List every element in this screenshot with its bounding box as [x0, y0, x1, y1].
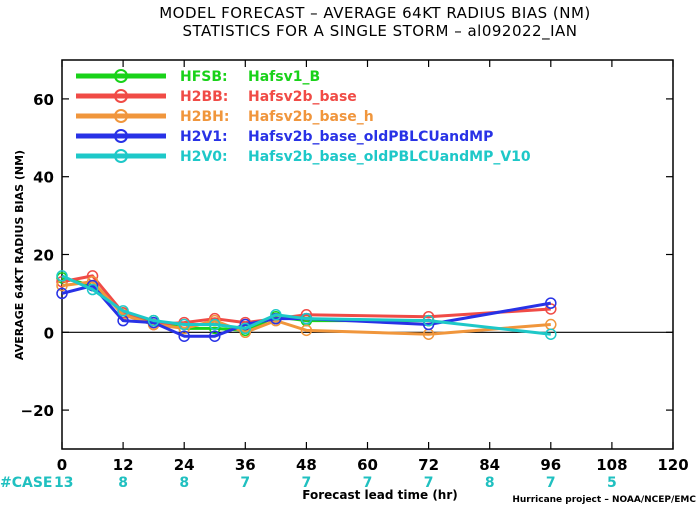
legend-label: H2V0:: [180, 149, 228, 165]
case-count: 7: [363, 475, 373, 491]
x-tick-label: 0: [57, 456, 67, 474]
data-point: [178, 330, 190, 342]
legend-label: HFSB:: [180, 69, 228, 85]
legend-marker: [114, 109, 128, 123]
chart-title: MODEL FORECAST – AVERAGE 64KT RADIUS BIA…: [159, 4, 591, 22]
legend-item-h2bb: H2BB: Hafsv2b_base: [76, 89, 357, 105]
x-tick-label: 96: [540, 456, 561, 474]
legend-desc: Hafsv2b_base_h: [248, 109, 374, 125]
chart-subtitle: STATISTICS FOR A SINGLE STORM – al092022…: [182, 22, 577, 41]
case-count: 8: [118, 475, 128, 491]
legend-marker: [114, 69, 128, 83]
data-point: [300, 324, 313, 337]
y-tick-label: 20: [33, 247, 54, 265]
series-h2bh: [56, 275, 557, 340]
case-count: 5: [607, 475, 617, 491]
y-tick-label: 60: [33, 91, 54, 109]
data-point: [300, 312, 313, 325]
case-label: #CASE: [0, 475, 53, 491]
case-count: 7: [240, 475, 250, 491]
credit-text: Hurricane project – NOAA/NCEP/EMC: [512, 495, 696, 505]
legend: HFSB: Hafsv1_B H2BB: Hafsv2b_base H2BH: Hafsv…: [76, 69, 531, 165]
x-tick-label: 120: [657, 456, 688, 474]
y-tick-label: 40: [33, 169, 54, 187]
legend-item-h2v0: H2V0: Hafsv2b_base_oldPBLCUandMP_V10: [76, 149, 531, 165]
data-point: [56, 287, 68, 300]
data-point: [117, 305, 129, 317]
case-count: 8: [179, 475, 189, 491]
case-count: 7: [546, 475, 556, 491]
x-tick-label: 36: [235, 456, 256, 474]
case-count: 13: [54, 475, 73, 491]
legend-desc: Hafsv2b_base_oldPBLCUandMP_V10: [248, 149, 531, 165]
x-tick-label: 48: [296, 456, 317, 474]
data-point: [239, 322, 252, 335]
y-tick-label: 0: [44, 324, 54, 342]
data-point: [270, 309, 282, 321]
legend-item-hfsb: HFSB: Hafsv1_B: [76, 69, 320, 85]
data-point: [147, 314, 160, 327]
legend-item-h2bh: H2BH: Hafsv2b_base_h: [76, 109, 374, 125]
case-count: 8: [485, 475, 495, 491]
data-point: [422, 314, 435, 327]
legend-marker: [114, 129, 128, 143]
legend-item-h2v1: H2V1: Hafsv2b_base_oldPBLCUandMP: [76, 129, 493, 145]
x-tick-label: 84: [479, 456, 500, 474]
series-layer: [56, 270, 557, 342]
y-tick-label: −20: [21, 402, 54, 420]
x-tick-label: 12: [113, 456, 134, 474]
data-point: [178, 318, 190, 331]
data-point: [86, 283, 99, 296]
x-tick-label: 60: [357, 456, 378, 474]
legend-marker: [114, 89, 128, 103]
legend-desc: Hafsv2b_base_oldPBLCUandMP: [248, 129, 493, 145]
series-line-h2v1: [61, 284, 552, 338]
legend-label: H2BB:: [180, 89, 228, 105]
legend-desc: Hafsv2b_base: [248, 89, 357, 105]
x-tick-label: 108: [596, 456, 627, 474]
x-tick-label: 24: [174, 456, 195, 474]
series-line-h2v0: [61, 274, 551, 336]
series-line-h2bb: [61, 274, 551, 327]
data-point: [209, 318, 221, 331]
series-h2v0: [56, 270, 557, 340]
x-axis-label: Forecast lead time (hr): [302, 488, 458, 502]
data-point: [545, 328, 557, 340]
data-point: [56, 270, 68, 282]
legend-marker: [114, 149, 128, 163]
legend-desc: Hafsv1_B: [248, 69, 320, 85]
data-point: [545, 297, 557, 309]
legend-label: H2BH:: [180, 109, 229, 125]
case-count: 7: [302, 475, 312, 491]
case-count: 7: [424, 475, 434, 491]
y-axis-label: AVERAGE 64KT RADIUS BIAS (NM): [13, 150, 26, 360]
x-tick-label: 72: [418, 456, 439, 474]
axis-ticks: 0 12 24 36 48 60 72 84 96 108 120 −20 0 20 40 60: [21, 60, 689, 474]
legend-label: H2V1:: [180, 129, 228, 145]
case-counts: #CASE 13 8 8 7 7 7 7 8 7 5: [0, 475, 617, 491]
data-point: [209, 330, 221, 342]
